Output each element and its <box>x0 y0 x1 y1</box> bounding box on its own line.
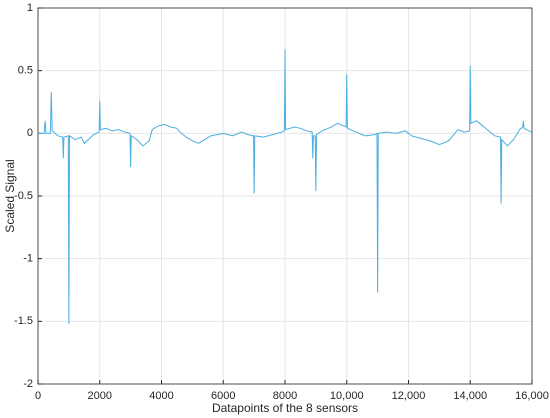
y-tick-label: -1.5 <box>14 315 33 327</box>
x-tick-label: 0 <box>35 390 41 402</box>
x-tick-label: 16,000 <box>515 390 549 402</box>
y-tick-label: 0.5 <box>18 65 33 77</box>
y-tick-label: -0.5 <box>14 190 33 202</box>
x-tick-label: 4000 <box>149 390 173 402</box>
y-axis-label: Scaled Signal <box>3 159 17 232</box>
x-tick-label: 12,000 <box>392 390 426 402</box>
plot-frame <box>37 7 533 385</box>
y-tick-label: -1 <box>23 253 33 265</box>
x-tick-label: 10,000 <box>330 390 364 402</box>
y-tick-label: 0 <box>27 127 33 139</box>
x-axis-label: Datapoints of the 8 sensors <box>212 401 358 415</box>
x-tick-label: 6000 <box>211 390 235 402</box>
signal-line <box>38 49 533 324</box>
y-tick-label: -2 <box>23 378 33 390</box>
x-tick-label: 2000 <box>88 390 112 402</box>
x-tick-label: 14,000 <box>453 390 487 402</box>
x-tick-label: 8000 <box>273 390 297 402</box>
y-tick-label: 1 <box>27 2 33 14</box>
